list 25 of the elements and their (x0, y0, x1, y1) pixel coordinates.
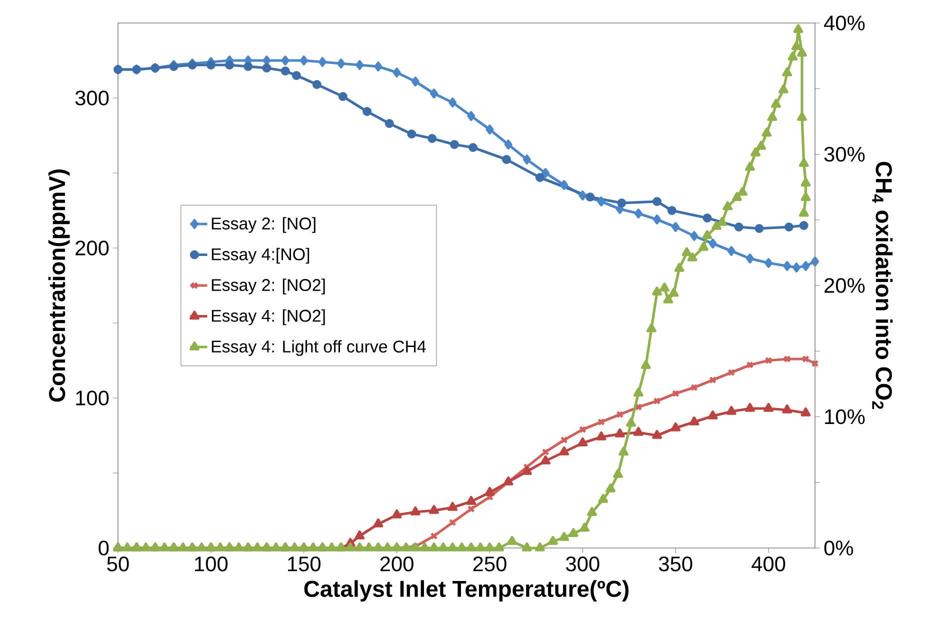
x-tick-label: 150 (288, 556, 320, 572)
y2-tick-label: 30% (824, 146, 865, 162)
x-tick-label: 50 (107, 556, 129, 572)
x-tick-label: 100 (195, 556, 228, 572)
legend-label: Essay 4:[NO] (212, 248, 310, 264)
y-tick-label: 100 (76, 390, 109, 406)
y2-tick-label: 40% (824, 16, 865, 30)
y-tick-label: 200 (76, 240, 109, 256)
x-tick-label: 200 (380, 556, 414, 572)
x-tick-label: 350 (658, 556, 692, 572)
legend-label: Essay 4: Light off curve CH4 (212, 340, 426, 356)
x-tick-label: 400 (752, 556, 786, 572)
legend-label: Essay 2: [NO2] (212, 278, 325, 294)
y-tick-label: 0 (98, 540, 109, 556)
y2-axis-title: CH$_{4}$ oxidation into CO$_{2}$ (872, 162, 893, 409)
y2-tick-label: 20% (824, 278, 865, 293)
x-tick-label: 300 (566, 556, 600, 572)
y2-tick-label: 10% (825, 409, 865, 424)
x-axis-title: Catalyst Inlet Temperature(ºC) (304, 580, 628, 602)
x-tick-label: 250 (473, 556, 506, 572)
y-axis-title: Concentration(ppmV) (48, 170, 70, 402)
legend-label: Essay 2: [NO] (212, 217, 316, 233)
legend-label: Essay 4: [NO2] (212, 309, 325, 326)
y-tick-label: 300 (75, 90, 109, 106)
y2-tick-label: 0% (824, 540, 854, 556)
